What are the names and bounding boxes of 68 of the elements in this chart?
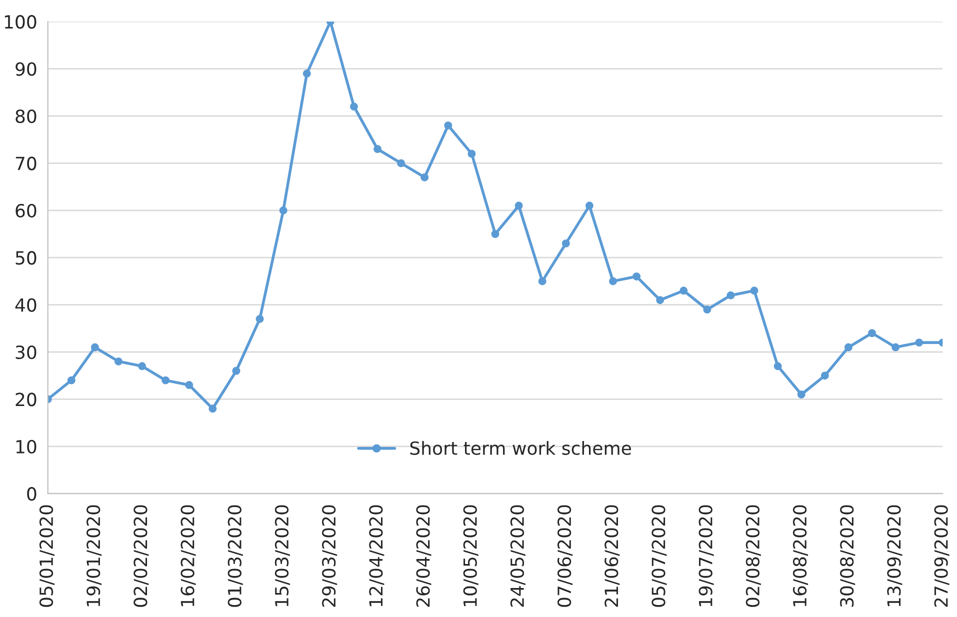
point: [656, 296, 664, 304]
point: [844, 343, 852, 352]
point: [350, 102, 358, 111]
point: [138, 362, 146, 370]
point: [585, 202, 594, 210]
point: [726, 291, 735, 300]
point: [820, 372, 829, 380]
y-tick-label: 30: [16, 345, 36, 360]
x-tick-label: 05/07/2020: [652, 505, 667, 607]
x-tick-label: 30/08/2020: [840, 505, 856, 607]
point: [256, 314, 264, 323]
point: [162, 376, 170, 384]
x-tick-label: 10/05/2020: [463, 505, 478, 606]
x-tick-label: 12/04/2020: [369, 505, 384, 606]
point: [420, 173, 429, 182]
point: [797, 390, 806, 398]
point: [750, 286, 758, 295]
x-tick-label: 19/01/2020: [86, 505, 102, 606]
x-tick-label: 16/08/2020: [792, 505, 808, 606]
point: [444, 121, 452, 130]
point: [374, 145, 382, 154]
point: [774, 362, 782, 370]
x-tick-label: 15/03/2020: [274, 505, 290, 606]
x-tick-label: 13/09/2020: [887, 505, 902, 606]
x-tick-label: 29/03/2020: [322, 505, 338, 607]
point: [114, 357, 122, 366]
y-tick-label: 50: [16, 251, 36, 265]
point: [538, 277, 546, 286]
x-tick-label: 01/03/2020: [228, 505, 243, 607]
point: [892, 343, 900, 352]
point: [632, 272, 641, 280]
y-tick-label: 10: [16, 440, 36, 454]
point: [232, 366, 240, 375]
y-tick-label: 20: [16, 392, 36, 406]
y-tick-label: 80: [16, 109, 36, 124]
point: [185, 381, 194, 390]
point: [302, 70, 311, 78]
x-tick-label: 07/06/2020: [557, 505, 573, 607]
legend-label: Short term work scheme: [410, 440, 631, 455]
point: [680, 286, 688, 295]
x-tick-label: 19/07/2020: [698, 505, 714, 606]
point: [514, 202, 523, 210]
x-tick-label: 21/06/2020: [604, 505, 620, 607]
y-tick-label: 90: [16, 62, 36, 76]
x-tick-label: 05/01/2020: [39, 505, 55, 607]
point: [90, 343, 99, 352]
point: [868, 329, 876, 338]
y-tick-label: 100: [4, 15, 36, 29]
x-tick-label: 27/09/2020: [934, 505, 950, 607]
point: [67, 376, 76, 384]
point: [279, 206, 288, 214]
y-tick-label: 40: [15, 298, 36, 312]
y-tick-label: 0: [27, 487, 36, 501]
point: [397, 159, 406, 168]
point: [491, 230, 500, 238]
point: [703, 306, 712, 314]
point: [562, 239, 570, 248]
point: [468, 150, 476, 158]
y-tick-label: 60: [16, 204, 36, 218]
x-tick-label: 16/02/2020: [180, 505, 196, 606]
x-tick-label: 24/05/2020: [510, 505, 526, 607]
point: [208, 404, 217, 413]
point: [608, 277, 617, 286]
y-tick-label: 70: [16, 156, 36, 170]
x-tick-label: 02/08/2020: [746, 505, 761, 607]
x-tick-label: 02/02/2020: [134, 505, 149, 607]
point: [915, 338, 924, 347]
x-tick-label: 26/04/2020: [416, 505, 432, 607]
